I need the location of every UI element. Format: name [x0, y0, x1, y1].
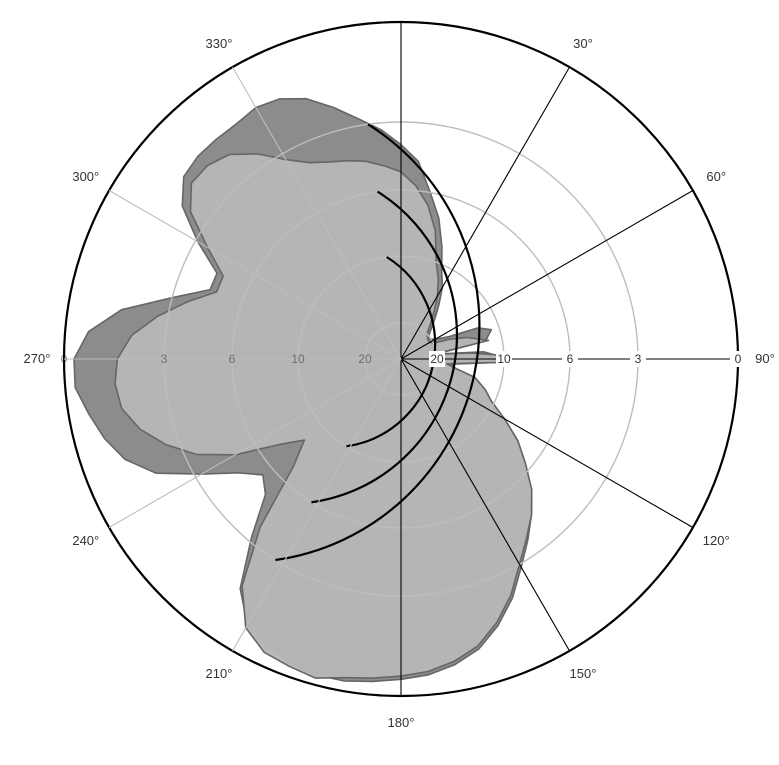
- radial-label-20-left: 20: [358, 352, 372, 366]
- radial-label-6-left: 6: [229, 352, 236, 366]
- spoke-240: [108, 358, 402, 528]
- radial-label-0-right: 0: [735, 352, 742, 366]
- angle-label-30: 30°: [573, 36, 593, 51]
- radial-label-20-right: 20: [430, 352, 444, 366]
- radial-label-3-right: 3: [635, 352, 642, 366]
- radial-label-10-left: 10: [291, 352, 305, 366]
- spoke-300: [108, 190, 402, 360]
- angle-label-300: 300°: [72, 169, 99, 184]
- angle-label-150: 150°: [570, 666, 597, 681]
- angle-label-330: 330°: [206, 36, 233, 51]
- spoke-60: [400, 190, 694, 360]
- angle-label-60: 60°: [706, 169, 726, 184]
- angle-label-210: 210°: [206, 666, 233, 681]
- radial-label-6-right: 6: [567, 352, 574, 366]
- spoke-120: [400, 358, 694, 528]
- spoke-30: [400, 66, 570, 360]
- angle-label-180: 180°: [388, 715, 415, 730]
- radial-label-bg-20: [429, 351, 445, 367]
- radial-label-0-left: 0: [61, 352, 68, 366]
- angle-label-90: 90°: [755, 351, 775, 366]
- spoke-330: [232, 66, 402, 360]
- label-layer: 0° 30° 60° 90° 120° 150° 180° 210° 240° 270° 300° 3…: [24, 0, 775, 730]
- angle-label-270: 270°: [24, 351, 51, 366]
- angle-label-240: 240°: [72, 533, 99, 548]
- angle-label-120: 120°: [703, 533, 730, 548]
- spoke-210: [232, 358, 402, 652]
- radial-label-bg-3: [630, 351, 646, 367]
- radial-label-bg-0: [730, 351, 746, 367]
- radial-label-bg-6: [562, 351, 578, 367]
- radial-label-10-right: 10: [497, 352, 511, 366]
- angle-label-0: 0°: [395, 0, 407, 2]
- spoke-150: [400, 358, 570, 652]
- radial-label-3-left: 3: [161, 352, 168, 366]
- ring-3-db-outline: [275, 123, 481, 562]
- series-2-pattern: [114, 153, 533, 679]
- ring-6-db-outline: [311, 190, 459, 504]
- radial-label-bg-10: [496, 351, 512, 367]
